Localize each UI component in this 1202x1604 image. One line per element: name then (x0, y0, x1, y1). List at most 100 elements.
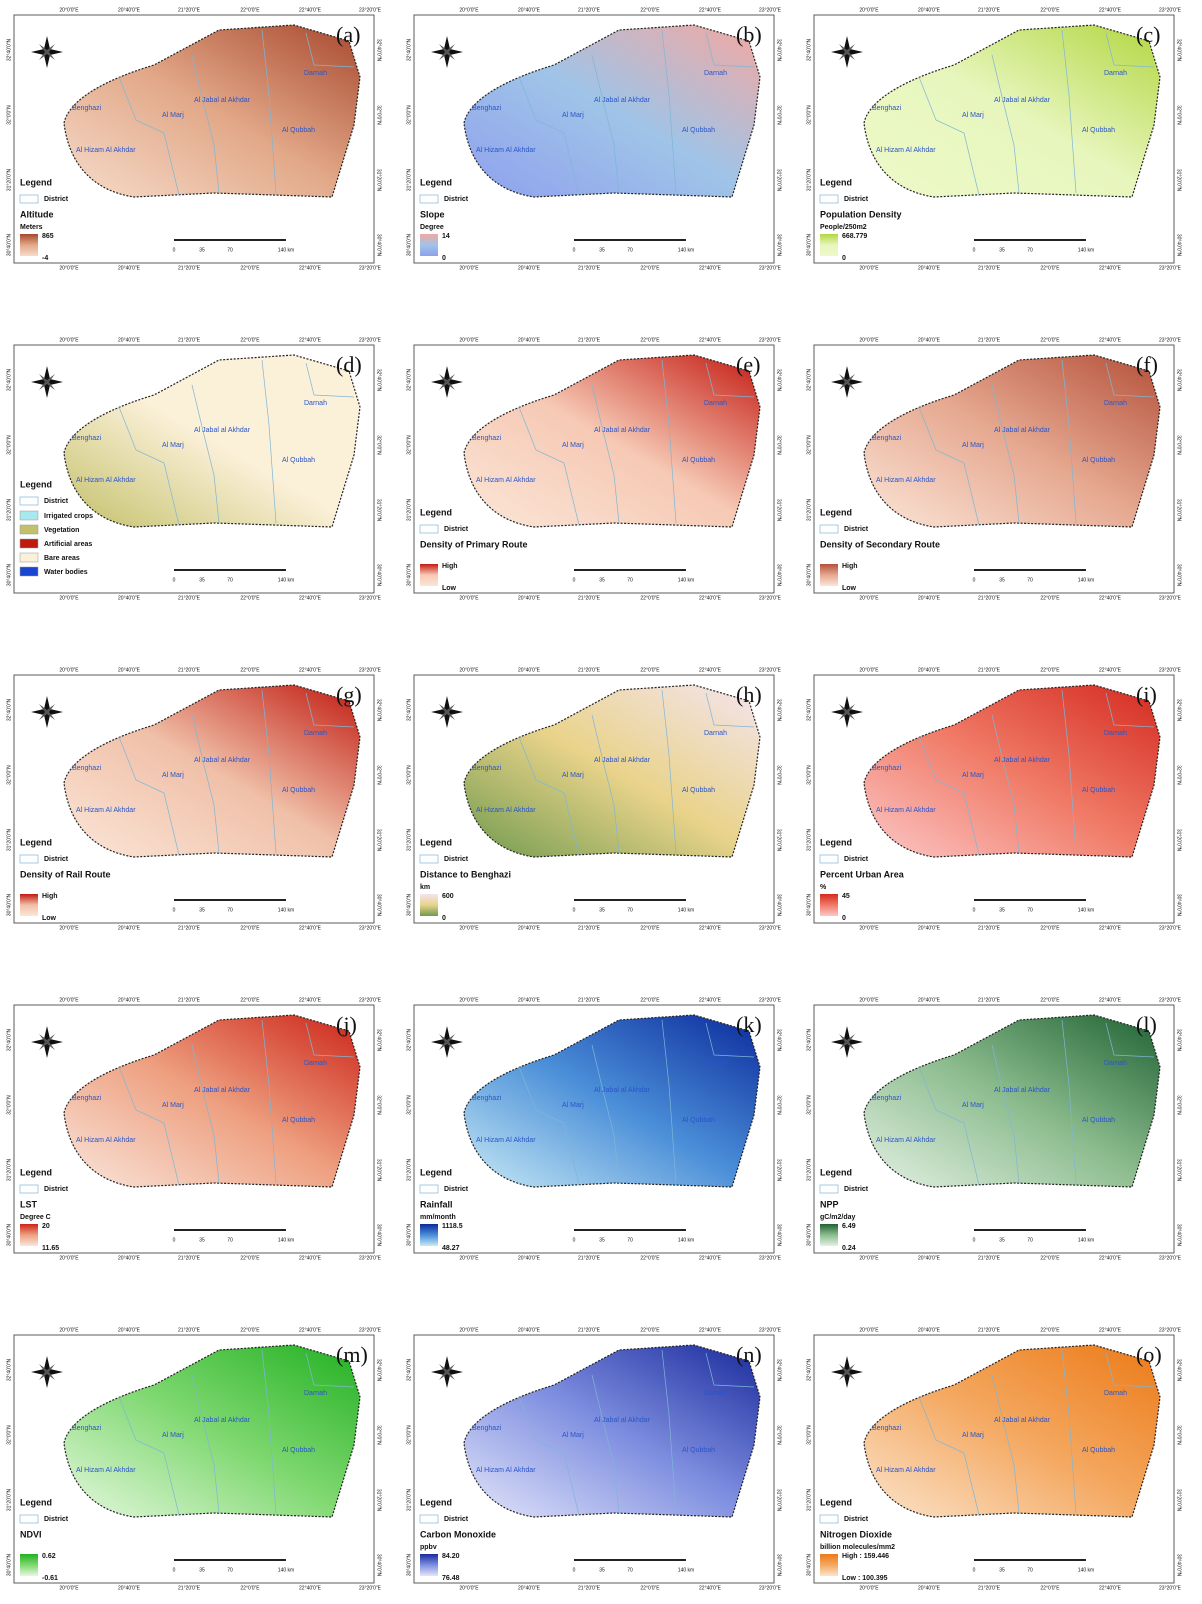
scale-label: 70 (1027, 1237, 1033, 1243)
legend-swatch (820, 195, 838, 203)
scale-bar (574, 1559, 686, 1561)
legend-label: District (844, 196, 869, 203)
lat-label: 30°40'0"N (806, 1553, 812, 1576)
legend-label: District (844, 526, 869, 533)
lon-label: 22°0'0"E (240, 595, 260, 601)
legend-high: 600 (442, 893, 454, 900)
color-ramp (420, 564, 438, 586)
district-label: Al Qubbah (1082, 1447, 1115, 1454)
lon-label: 22°0'0"E (640, 925, 660, 931)
lon-label: 22°40'0"E (1099, 7, 1122, 13)
scale-label: 70 (1027, 1567, 1033, 1573)
lon-label: 23°20'0"E (1159, 1585, 1182, 1591)
scale-label: 35 (199, 1567, 205, 1573)
district-label: Al Qubbah (682, 127, 715, 134)
lon-label: 20°40'0"E (118, 997, 141, 1003)
scale-label: 140 km (1078, 247, 1094, 253)
lat-label: 31°20'0"N (776, 1159, 782, 1182)
lon-label: 21°20'0"E (578, 1255, 601, 1261)
scale-label: 70 (227, 907, 233, 913)
scale-label: 70 (227, 577, 233, 583)
legend-swatch (20, 553, 38, 562)
panel-letter: (e) (736, 352, 760, 377)
legend-high: 14 (442, 233, 450, 240)
district-label: Al Hizam Al Akhdar (476, 1137, 536, 1144)
district-label: Al Jabal al Akhdar (994, 1087, 1051, 1094)
scale-label: 70 (627, 1567, 633, 1573)
lon-label: 23°20'0"E (1159, 1327, 1182, 1333)
lon-label: 22°0'0"E (240, 667, 260, 673)
legend-swatch (20, 497, 38, 505)
lon-label: 23°20'0"E (359, 337, 382, 343)
lat-label: 32°0'0"N (806, 1425, 812, 1445)
district-label: Darnah (704, 1060, 727, 1067)
lon-label: 20°0'0"E (459, 595, 479, 601)
scale-label: 140 km (278, 1567, 294, 1573)
lon-label: 21°20'0"E (178, 7, 201, 13)
district-label: Al Hizam Al Akhdar (876, 1137, 936, 1144)
lat-label: 31°20'0"N (376, 169, 382, 192)
legend-swatch (420, 1515, 438, 1523)
district-label: Darnah (704, 70, 727, 77)
map-panel: 20°0'0"E20°0'0"E20°40'0"E20°40'0"E21°20'… (806, 1327, 1181, 1591)
lat-label: 30°40'0"N (1176, 234, 1182, 257)
lat-label: 32°40'0"N (376, 369, 382, 392)
district-label: Benghazi (72, 765, 102, 772)
lon-label: 20°0'0"E (59, 265, 79, 271)
legend-swatch (20, 539, 38, 548)
lon-label: 20°40'0"E (518, 1585, 541, 1591)
legend-title: Percent Urban Area (820, 869, 905, 879)
lon-label: 20°0'0"E (59, 1585, 79, 1591)
lon-label: 20°0'0"E (59, 997, 79, 1003)
lon-label: 22°40'0"E (1099, 265, 1122, 271)
lon-label: 20°0'0"E (859, 337, 879, 343)
lat-label: 32°0'0"N (376, 1095, 382, 1115)
legend-low: 0.24 (842, 1245, 856, 1252)
legend-label: Bare areas (44, 555, 80, 562)
legend-high: 1118.5 (442, 1223, 463, 1230)
lon-label: 22°0'0"E (240, 265, 260, 271)
lat-label: 32°0'0"N (1176, 105, 1182, 125)
color-ramp (20, 894, 38, 916)
legend-swatch (20, 855, 38, 863)
legend-swatch (20, 195, 38, 203)
district-label: Al Marj (162, 112, 184, 119)
district-label: Al Jabal al Akhdar (194, 1087, 251, 1094)
lat-label: 32°0'0"N (1176, 1425, 1182, 1445)
district-label: Darnah (1104, 1390, 1127, 1397)
color-ramp (420, 894, 438, 916)
scale-label: 140 km (278, 907, 294, 913)
scale-label: 35 (999, 907, 1005, 913)
legend-high: 668.779 (842, 233, 867, 240)
panel-letter: (k) (736, 1012, 762, 1037)
district-label: Darnah (1104, 70, 1127, 77)
lat-label: 31°20'0"N (1176, 829, 1182, 852)
lat-label: 32°0'0"N (376, 765, 382, 785)
legend-swatch (820, 525, 838, 533)
lon-label: 20°0'0"E (59, 1327, 79, 1333)
legend-label: District (444, 1516, 469, 1523)
lon-label: 23°20'0"E (359, 1255, 382, 1261)
lat-label: 32°40'0"N (406, 1358, 412, 1381)
district-label: Al Qubbah (282, 1447, 315, 1454)
legend-title: Density of Rail Route (20, 869, 111, 879)
lat-label: 32°40'0"N (6, 368, 12, 391)
lat-label: 30°40'0"N (776, 894, 782, 917)
panel-letter: (i) (1136, 682, 1157, 707)
legend-label: District (444, 1186, 469, 1193)
legend-high: 84.20 (442, 1553, 460, 1560)
lat-label: 32°40'0"N (6, 1358, 12, 1381)
lon-label: 22°40'0"E (299, 7, 322, 13)
lon-label: 22°0'0"E (1040, 997, 1060, 1003)
lon-label: 20°40'0"E (118, 595, 141, 601)
lat-label: 30°40'0"N (406, 1553, 412, 1576)
lon-label: 23°20'0"E (359, 1327, 382, 1333)
lon-label: 22°40'0"E (699, 265, 722, 271)
lat-label: 30°40'0"N (376, 1554, 382, 1577)
lat-label: 32°40'0"N (776, 1359, 782, 1382)
lon-label: 22°40'0"E (299, 595, 322, 601)
lat-label: 32°0'0"N (406, 765, 412, 785)
lon-label: 22°0'0"E (1040, 265, 1060, 271)
lat-label: 31°20'0"N (776, 499, 782, 522)
legend-heading: Legend (820, 1167, 852, 1177)
